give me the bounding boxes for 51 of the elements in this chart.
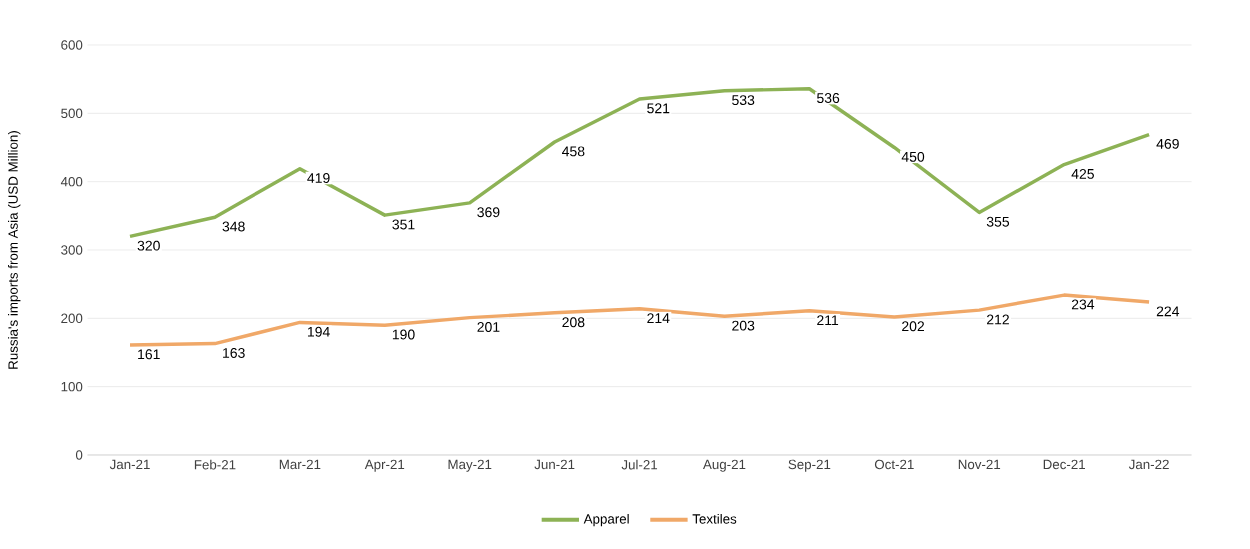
- data-label: 348: [222, 221, 245, 232]
- x-tick-label: Oct-21: [874, 459, 914, 470]
- data-label: 208: [562, 317, 585, 328]
- x-tick-label: Apr-21: [364, 459, 405, 472]
- y-tick-label: 600: [61, 40, 83, 50]
- x-tick-label: Feb-21: [194, 459, 236, 470]
- line-series: [128, 293, 1151, 347]
- x-tick-label: Dec-21: [1043, 459, 1085, 470]
- line-series: [128, 86, 1151, 239]
- y-tick-label: 400: [60, 176, 83, 187]
- data-label: 224: [1156, 306, 1180, 317]
- x-tick-label: Jan-22: [1128, 459, 1169, 470]
- x-tick-label: Aug-21: [702, 459, 746, 472]
- y-tick-label: 200: [61, 313, 83, 324]
- data-label: 202: [902, 321, 925, 332]
- data-label: 234: [1071, 299, 1095, 310]
- y-axis-title: Russia's imports from Asia (USD Million): [8, 131, 21, 369]
- x-tick-label: Nov-21: [958, 459, 1001, 470]
- data-label: 536: [817, 93, 840, 104]
- data-label: 450: [901, 151, 925, 162]
- data-label: 211: [817, 315, 839, 326]
- legend-label: Apparel: [583, 513, 629, 527]
- x-tick-label: May-21: [448, 459, 492, 472]
- data-label: 419: [307, 173, 330, 183]
- data-label: 214: [647, 313, 670, 323]
- data-label: 194: [307, 326, 330, 337]
- data-label: 320: [137, 240, 160, 251]
- y-tick-label: 0: [75, 450, 83, 460]
- x-tick-label: Sep-21: [788, 459, 831, 472]
- x-tick-label: Jan-21: [109, 459, 150, 470]
- data-label: 521: [647, 103, 670, 114]
- data-label: 351: [392, 219, 415, 230]
- data-label: 203: [732, 320, 755, 331]
- x-tick-label: Jul-21: [621, 459, 658, 470]
- data-label: 212: [987, 314, 1009, 325]
- data-label: 161: [138, 349, 160, 360]
- data-label: 533: [732, 95, 755, 106]
- data-label: 425: [1071, 168, 1094, 179]
- x-tick-label: Jun-21: [534, 459, 575, 470]
- data-label: 355: [986, 216, 1010, 227]
- y-tick-label: 500: [61, 108, 83, 119]
- data-label: 201: [477, 322, 500, 332]
- y-tick-label: 300: [61, 245, 83, 255]
- data-label: 469: [1156, 138, 1179, 149]
- data-label: 190: [392, 329, 415, 340]
- data-label: 163: [223, 347, 245, 358]
- y-tick-label: 100: [61, 381, 83, 392]
- data-label: 458: [562, 146, 585, 157]
- x-tick-label: Mar-21: [279, 459, 321, 470]
- data-label: 369: [477, 207, 500, 218]
- legend-label: Textiles: [692, 513, 737, 524]
